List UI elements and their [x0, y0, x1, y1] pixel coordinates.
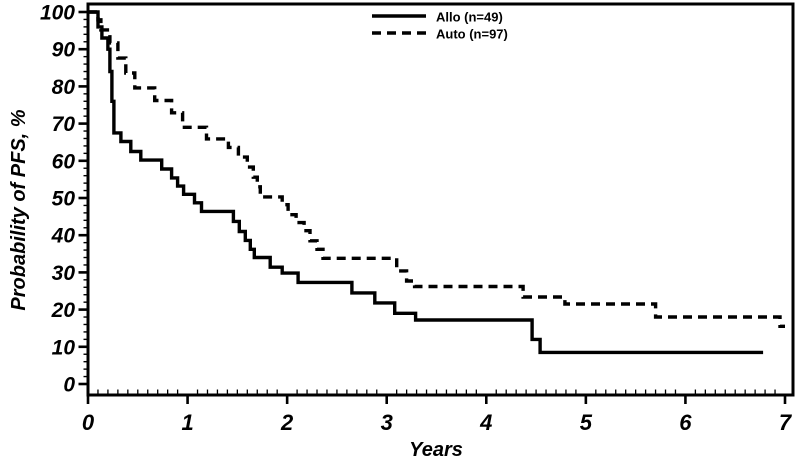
- survival-curves: [88, 10, 785, 355]
- auto-curve: [88, 10, 785, 328]
- x-tick-label: 7: [779, 410, 793, 435]
- y-tick-label: 30: [52, 262, 76, 285]
- x-tick-label: 5: [580, 410, 593, 435]
- legend-label-allo: Allo (n=49): [436, 10, 503, 25]
- y-axis-ticks: 0 10 20 30 40 50 60 70 80 90 100: [40, 2, 88, 397]
- y-tick-label: 60: [52, 150, 76, 173]
- x-tick-label: 0: [82, 410, 95, 435]
- legend: Allo (n=49) Auto (n=97): [372, 10, 508, 42]
- y-tick-label: 40: [51, 225, 76, 248]
- x-axis-title: Years: [409, 439, 463, 461]
- y-tick-label: 70: [52, 113, 76, 136]
- x-tick-label: 6: [679, 410, 692, 435]
- y-axis-title: Probability of PFS, %: [8, 109, 30, 310]
- y-tick-label: 90: [52, 39, 76, 62]
- y-tick-label: 80: [52, 76, 76, 99]
- x-tick-label: 1: [181, 410, 193, 435]
- allo-curve: [88, 10, 764, 355]
- plot-frame: [86, 2, 795, 397]
- x-tick-label: 2: [280, 410, 294, 435]
- y-tick-label: 50: [52, 188, 76, 211]
- y-tick-label: 10: [52, 336, 76, 359]
- y-tick-label: 20: [51, 299, 76, 322]
- y-tick-label: 0: [63, 374, 75, 397]
- legend-label-auto: Auto (n=97): [436, 27, 508, 42]
- x-tick-label: 4: [479, 410, 492, 435]
- y-tick-label: 100: [40, 2, 75, 25]
- x-axis-ticks: 0 1 2 3 4 5 6 7: [82, 389, 793, 435]
- x-tick-label: 3: [381, 410, 393, 435]
